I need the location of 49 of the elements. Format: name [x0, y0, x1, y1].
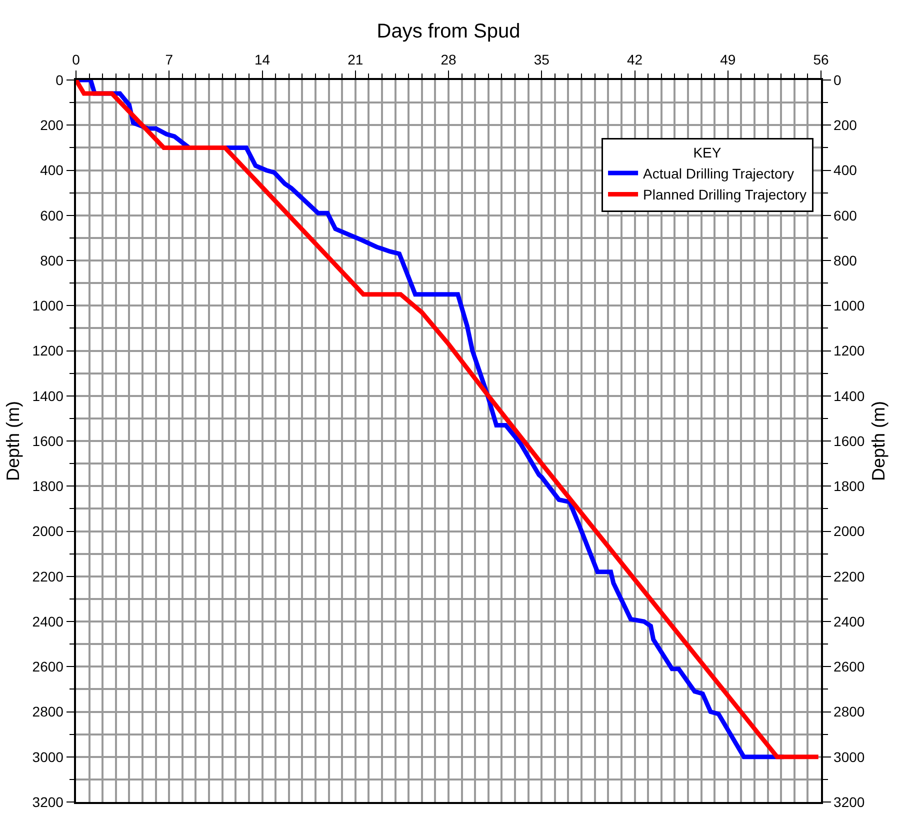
y2-tick-label: 2200	[834, 568, 865, 584]
y-tick-label: 2200	[32, 568, 64, 584]
x-tick-label: 21	[348, 52, 364, 68]
legend-title: KEY	[693, 144, 722, 160]
y-tick-label: 600	[40, 207, 64, 224]
y2-tick-label: 0	[834, 72, 842, 88]
y2-axis-title: Depth (m)	[868, 400, 889, 482]
legend-label: Planned Drilling Trajectory	[643, 186, 806, 203]
y-tick-label: 1200	[32, 342, 64, 359]
y-tick-label: 1600	[32, 432, 64, 449]
y-tick-label: 1800	[32, 478, 64, 494]
x-tick-label: 28	[440, 52, 456, 68]
y2-tick-label: 1400	[834, 388, 865, 404]
y-axis-title: Depth (m)	[2, 400, 23, 482]
x-tick-label: 35	[534, 52, 550, 68]
x-tick-label: 14	[254, 52, 270, 68]
y2-tick-label: 2800	[834, 704, 865, 720]
y2-tick-label: 800	[834, 252, 858, 268]
y2-tick-label: 1600	[834, 432, 865, 449]
y-tick-label: 2800	[32, 704, 64, 720]
y-tick-label: 0	[56, 72, 64, 88]
y2-tick-label: 600	[834, 207, 858, 224]
y-tick-label: 2600	[32, 658, 64, 675]
y-tick-label: 3200	[32, 794, 64, 810]
x-tick-label: 0	[72, 52, 80, 68]
x-tick-label: 49	[720, 52, 736, 68]
y-tick-label: 2000	[32, 523, 64, 540]
y-tick-label: 800	[40, 252, 64, 268]
y2-tick-label: 1200	[834, 342, 865, 359]
y-tick-label: 2400	[32, 613, 64, 630]
x-tick-label: 42	[626, 52, 643, 68]
y-tick-label: 400	[40, 162, 64, 178]
legend-label: Actual Drilling Trajectory	[643, 166, 794, 182]
y2-tick-label: 2000	[834, 523, 865, 540]
y2-tick-label: 400	[834, 162, 858, 178]
x-tick-label: 7	[165, 52, 174, 68]
x-tick-label: 56	[813, 52, 829, 68]
y-tick-label: 3000	[32, 748, 64, 765]
y-tick-label: 1000	[32, 298, 64, 314]
y2-tick-label: 1800	[834, 478, 865, 494]
y2-tick-label: 3200	[834, 794, 865, 810]
y2-tick-label: 2400	[834, 613, 865, 630]
y2-tick-label: 200	[834, 117, 858, 134]
y2-tick-label: 3000	[834, 748, 865, 765]
y2-tick-label: 1000	[834, 298, 865, 314]
x-axis-title: Days from Spud	[376, 20, 520, 43]
y-tick-label: 200	[40, 117, 64, 134]
y-tick-label: 1400	[32, 388, 64, 404]
y2-tick-label: 2600	[834, 658, 865, 675]
